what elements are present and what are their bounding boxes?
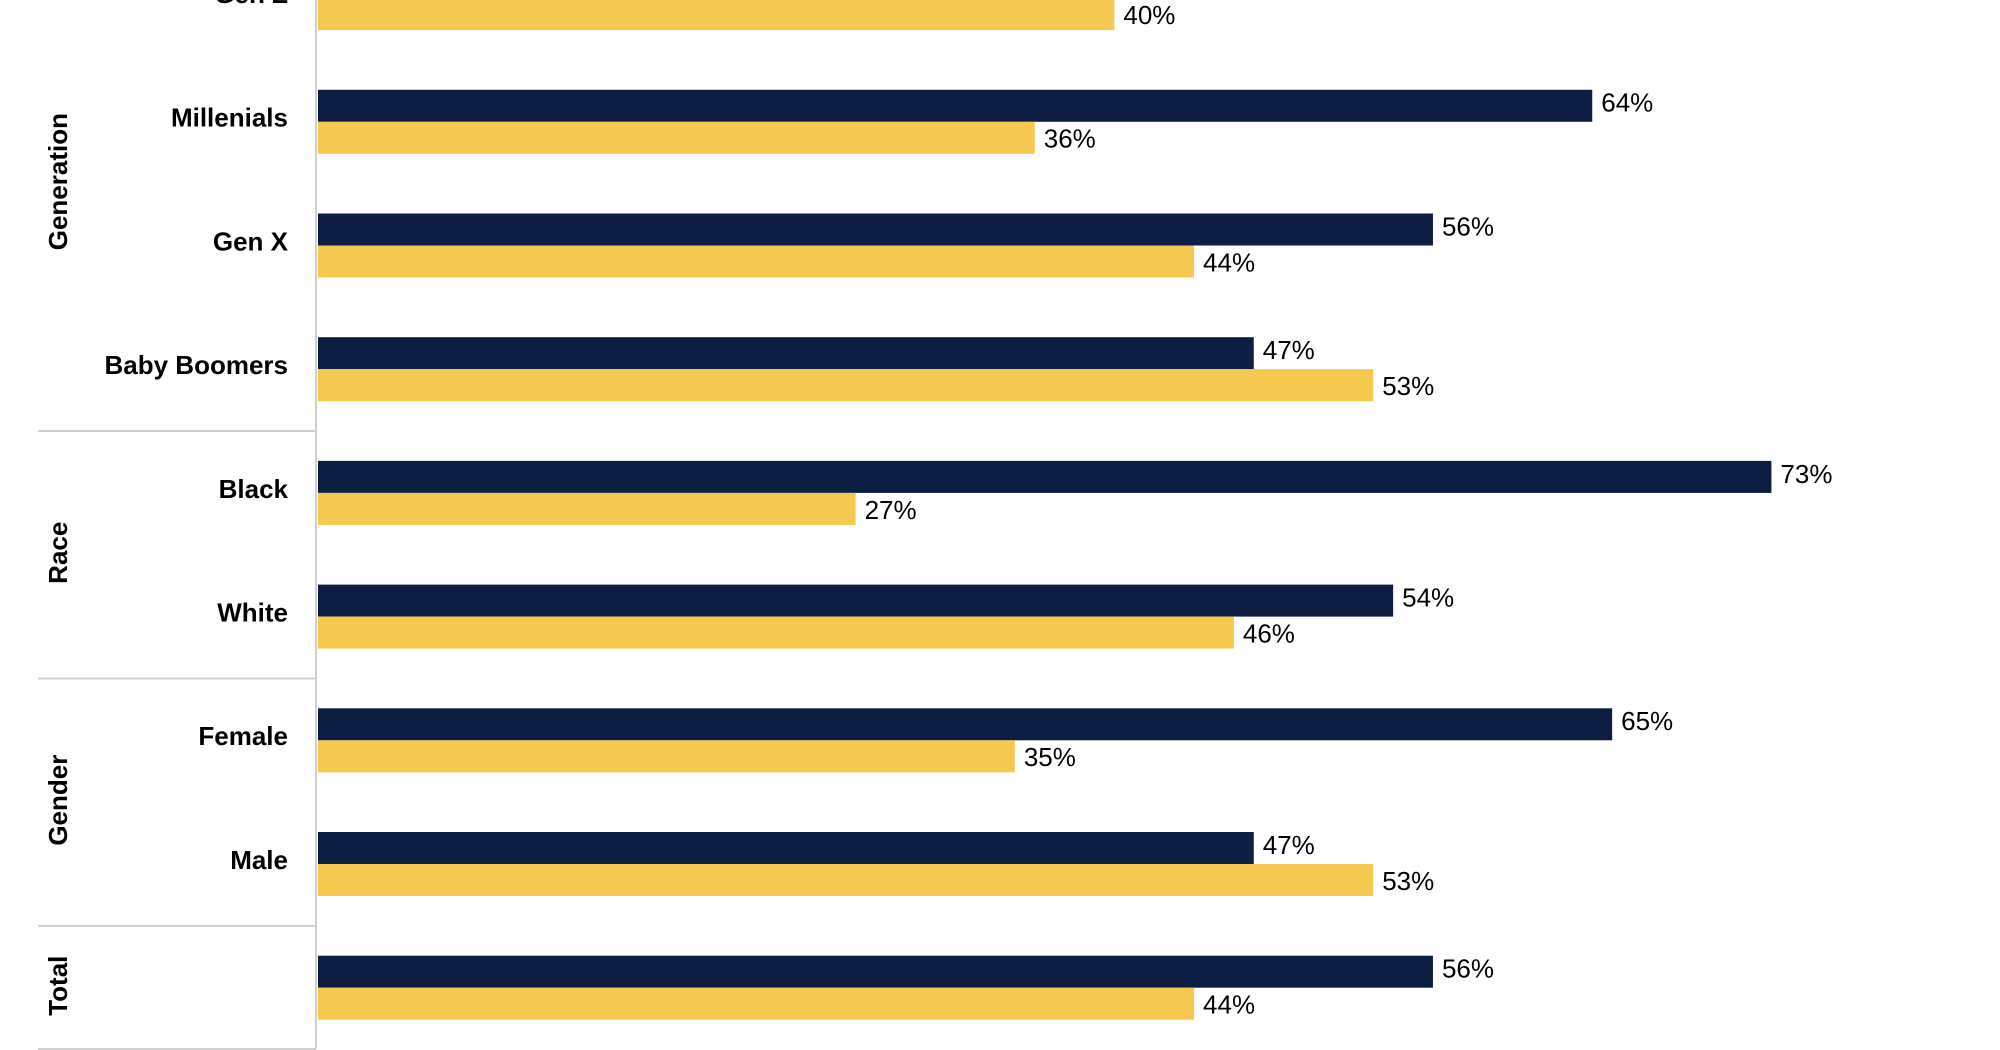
category-label: Baby Boomers bbox=[105, 350, 289, 380]
bar bbox=[318, 584, 1394, 617]
value-label: 44% bbox=[1203, 247, 1255, 277]
value-label: 73% bbox=[1780, 459, 1832, 489]
bar bbox=[318, 337, 1254, 370]
value-label: 27% bbox=[865, 495, 917, 525]
value-label: 56% bbox=[1442, 954, 1494, 984]
bar bbox=[318, 121, 1035, 154]
value-label: 36% bbox=[1044, 124, 1096, 154]
value-label: 65% bbox=[1621, 706, 1673, 736]
value-label: 35% bbox=[1024, 742, 1076, 772]
category-label: Female bbox=[198, 721, 288, 751]
category-label: Black bbox=[219, 474, 289, 504]
value-label: 54% bbox=[1402, 582, 1454, 612]
bar bbox=[318, 213, 1433, 246]
category-label: Male bbox=[230, 845, 288, 875]
value-label: 53% bbox=[1382, 866, 1434, 896]
bar bbox=[318, 708, 1613, 741]
value-label: 40% bbox=[1123, 0, 1175, 30]
bar bbox=[318, 864, 1374, 896]
bar bbox=[318, 616, 1234, 649]
value-label: 44% bbox=[1203, 990, 1255, 1020]
value-label: 53% bbox=[1382, 371, 1434, 401]
group-label: Total bbox=[43, 956, 73, 1016]
value-label: 47% bbox=[1263, 830, 1315, 860]
category-label: Gen Z bbox=[214, 0, 288, 9]
group-label: Race bbox=[43, 522, 73, 584]
category-label: Millenials bbox=[171, 103, 288, 133]
value-label: 47% bbox=[1263, 335, 1315, 365]
category-label: White bbox=[217, 597, 288, 627]
group-label: Gender bbox=[43, 755, 73, 846]
bar bbox=[318, 245, 1195, 278]
bar bbox=[318, 369, 1374, 402]
category-label: Gen X bbox=[213, 226, 289, 256]
value-label: 64% bbox=[1601, 88, 1653, 118]
bar bbox=[318, 987, 1195, 1020]
bar bbox=[318, 89, 1593, 122]
value-label: 56% bbox=[1442, 211, 1494, 241]
bar bbox=[318, 832, 1254, 864]
bar bbox=[318, 460, 1772, 493]
value-label: 46% bbox=[1243, 618, 1295, 648]
bar bbox=[318, 955, 1433, 988]
bar bbox=[318, 492, 856, 525]
bar bbox=[318, 740, 1015, 773]
group-label: Generation bbox=[43, 113, 73, 250]
bar bbox=[318, 0, 1115, 31]
